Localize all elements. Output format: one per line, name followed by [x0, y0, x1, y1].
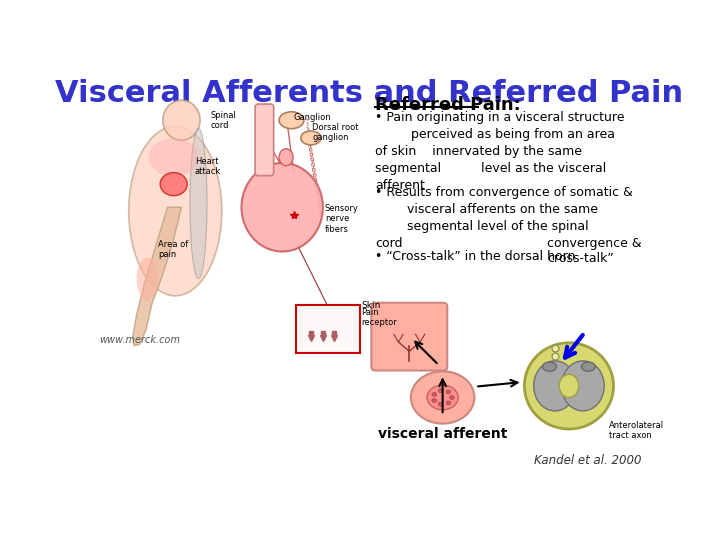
- Ellipse shape: [163, 100, 200, 140]
- Text: visceral afferent: visceral afferent: [378, 427, 508, 441]
- Text: Visceral Afferents and Referred Pain: Visceral Afferents and Referred Pain: [55, 79, 683, 107]
- Ellipse shape: [524, 343, 613, 429]
- Ellipse shape: [438, 389, 443, 393]
- Ellipse shape: [137, 258, 158, 300]
- Ellipse shape: [449, 395, 454, 400]
- Text: Ganglion: Ganglion: [294, 113, 331, 122]
- Text: Anterolateral
tract axon: Anterolateral tract axon: [609, 421, 665, 440]
- Text: Spinal
cord: Spinal cord: [210, 111, 236, 130]
- Text: • Results from convergence of somatic &
        visceral afferents on the same
 : • Results from convergence of somatic & …: [375, 186, 633, 251]
- Text: Heart
attack: Heart attack: [194, 157, 221, 176]
- Ellipse shape: [446, 401, 451, 405]
- Text: Referred Pain:: Referred Pain:: [375, 96, 521, 113]
- Ellipse shape: [427, 385, 458, 410]
- Ellipse shape: [432, 399, 436, 402]
- Ellipse shape: [432, 393, 436, 396]
- Ellipse shape: [129, 126, 222, 296]
- Ellipse shape: [301, 131, 321, 145]
- Ellipse shape: [446, 390, 451, 394]
- Text: • “Cross-talk” in the dorsal horn: • “Cross-talk” in the dorsal horn: [375, 249, 575, 262]
- Ellipse shape: [190, 129, 207, 279]
- Text: Skin: Skin: [361, 301, 381, 309]
- FancyBboxPatch shape: [255, 104, 274, 176]
- Text: Area of
pain: Area of pain: [158, 240, 189, 259]
- Ellipse shape: [543, 362, 557, 372]
- Text: Kandel et al. 2000: Kandel et al. 2000: [534, 454, 642, 467]
- Text: Pain
receptor: Pain receptor: [361, 308, 397, 327]
- Ellipse shape: [411, 372, 474, 423]
- Text: Sensory
nerve
fibers: Sensory nerve fibers: [325, 204, 359, 234]
- Polygon shape: [132, 207, 181, 346]
- Ellipse shape: [160, 173, 187, 195]
- Ellipse shape: [534, 361, 576, 411]
- Ellipse shape: [279, 112, 304, 129]
- Ellipse shape: [559, 374, 579, 397]
- Text: convergence &
cross-talk”: convergence & cross-talk”: [547, 237, 642, 265]
- Ellipse shape: [279, 148, 293, 166]
- Ellipse shape: [148, 138, 199, 177]
- Ellipse shape: [562, 361, 604, 411]
- Ellipse shape: [438, 402, 443, 406]
- Ellipse shape: [581, 362, 595, 372]
- FancyBboxPatch shape: [372, 303, 447, 370]
- Ellipse shape: [241, 163, 323, 252]
- FancyBboxPatch shape: [296, 305, 360, 353]
- Text: www.merck.com: www.merck.com: [99, 335, 180, 346]
- Text: Dorsal root
ganglion: Dorsal root ganglion: [312, 123, 359, 142]
- Text: • Pain originating in a visceral structure
         perceived as being from an a: • Pain originating in a visceral structu…: [375, 111, 625, 192]
